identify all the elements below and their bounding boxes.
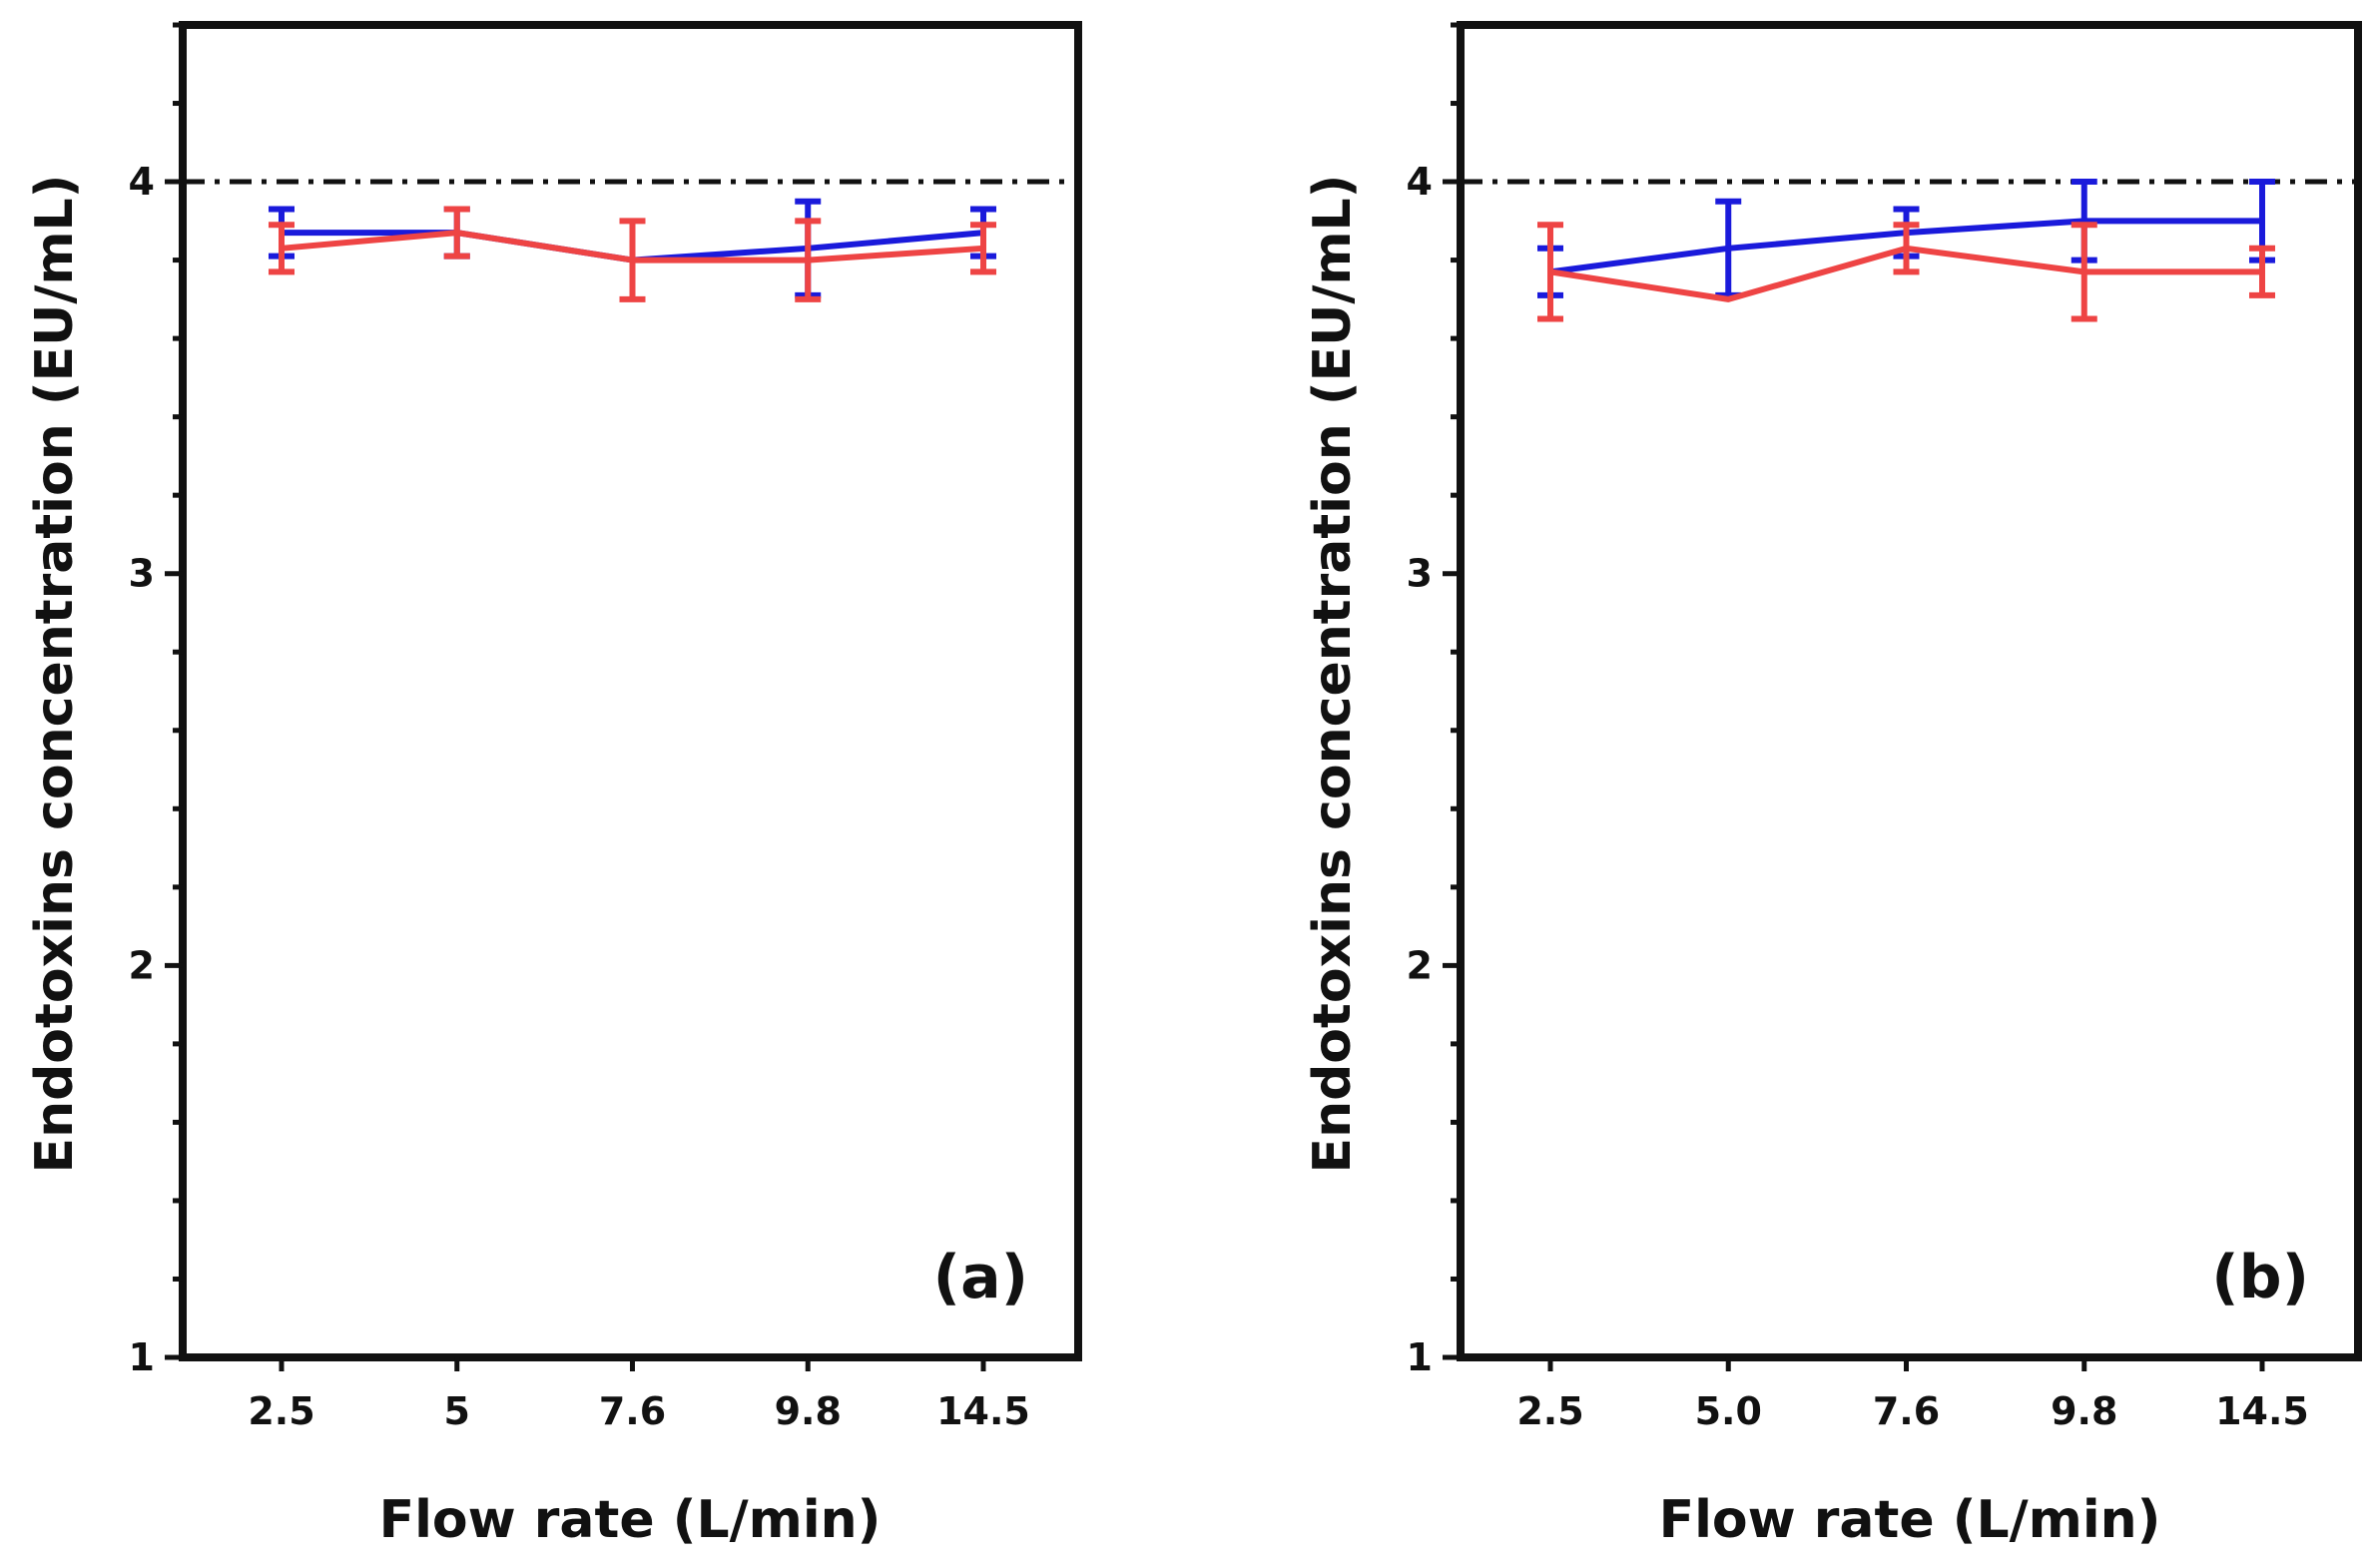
chart-panel-b: Endotoxins concentration (EU/mL) Flow ra… — [1303, 21, 2362, 1550]
y-axis-title: Endotoxins concentration (EU/mL) — [1303, 175, 1363, 1174]
y-tick-label: 4 — [129, 160, 155, 204]
y-tick-label: 2 — [1407, 943, 1433, 987]
x-tick-label: 9.8 — [2051, 1389, 2117, 1433]
error-bar — [2071, 222, 2097, 322]
x-tick-label: 5.0 — [1695, 1389, 1762, 1433]
x-tick-label: 7.6 — [1873, 1389, 1940, 1433]
error-bar — [619, 218, 646, 302]
error-bar — [443, 206, 470, 260]
error-bar — [970, 222, 996, 275]
x-tick-label: 2.5 — [1516, 1389, 1583, 1433]
x-tick-label: 14.5 — [936, 1389, 1030, 1433]
x-tick-label: 14.5 — [2215, 1389, 2309, 1433]
panel-label: (b) — [2211, 1243, 2309, 1312]
y-tick-label: 1 — [129, 1335, 155, 1379]
error-bar — [1537, 222, 1563, 322]
x-tick-label: 5 — [444, 1389, 470, 1433]
y-tick-label: 1 — [1407, 1335, 1433, 1379]
y-axis-title: Endotoxins concentration (EU/mL) — [25, 175, 85, 1174]
chart-panel-a: Endotoxins concentration (EU/mL) Flow ra… — [25, 21, 1082, 1550]
plot-frame — [1457, 21, 2362, 1361]
error-bar — [269, 222, 295, 275]
x-tick-label: 2.5 — [248, 1389, 314, 1433]
error-bar — [2249, 245, 2275, 298]
error-bar — [795, 218, 822, 302]
x-tick-label: 7.6 — [599, 1389, 666, 1433]
y-tick-label: 4 — [1407, 160, 1433, 204]
x-axis-title: Flow rate (L/min) — [379, 1490, 882, 1550]
y-tick-label: 2 — [129, 943, 155, 987]
y-tick-label: 3 — [1407, 552, 1433, 596]
x-axis-title: Flow rate (L/min) — [1659, 1490, 2161, 1550]
error-bar — [1893, 222, 1920, 275]
x-tick-label: 9.8 — [775, 1389, 842, 1433]
panel-label: (a) — [933, 1243, 1028, 1312]
y-tick-label: 3 — [129, 552, 155, 596]
